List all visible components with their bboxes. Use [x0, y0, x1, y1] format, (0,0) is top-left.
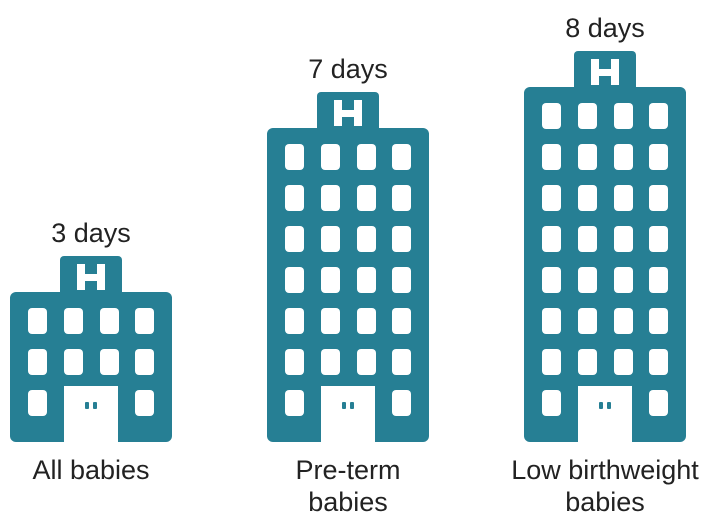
door	[64, 386, 118, 442]
h-sign	[77, 274, 105, 281]
window	[392, 349, 411, 375]
value-label: 7 days	[308, 54, 388, 84]
window	[392, 390, 411, 416]
window	[649, 267, 668, 293]
window	[321, 267, 340, 293]
window	[649, 185, 668, 211]
window	[578, 226, 597, 252]
window	[542, 103, 561, 129]
window	[100, 308, 119, 334]
value-label: 3 days	[51, 218, 131, 248]
window	[578, 308, 597, 334]
window	[357, 144, 376, 170]
window	[135, 390, 154, 416]
window	[135, 349, 154, 375]
window	[542, 308, 561, 334]
window	[285, 308, 304, 334]
window	[649, 349, 668, 375]
window	[285, 390, 304, 416]
window	[614, 226, 633, 252]
window	[578, 144, 597, 170]
chart: 3 days 7 days 8 days	[0, 0, 720, 518]
window	[285, 267, 304, 293]
window	[614, 308, 633, 334]
window	[357, 267, 376, 293]
door-knob	[350, 402, 354, 409]
h-sign	[591, 69, 619, 76]
door-knob	[85, 402, 89, 409]
window	[578, 267, 597, 293]
door-knob	[607, 402, 611, 409]
door	[578, 386, 632, 442]
window	[542, 144, 561, 170]
door-knob	[93, 402, 97, 409]
window	[614, 349, 633, 375]
window	[28, 308, 47, 334]
window	[64, 308, 83, 334]
window	[28, 390, 47, 416]
window	[649, 308, 668, 334]
window	[542, 226, 561, 252]
window	[649, 226, 668, 252]
window	[321, 226, 340, 252]
window	[357, 349, 376, 375]
window	[321, 349, 340, 375]
window	[392, 226, 411, 252]
category-label: All babies	[0, 454, 201, 486]
h-sign	[334, 110, 362, 117]
window	[542, 349, 561, 375]
window	[64, 349, 83, 375]
window	[100, 349, 119, 375]
infographic: 3 days 7 days 8 days All babies Pre-term ba…	[0, 0, 720, 518]
window	[542, 267, 561, 293]
window	[135, 308, 154, 334]
category-label: Low birthweight babies	[490, 454, 720, 518]
window	[392, 308, 411, 334]
window	[285, 226, 304, 252]
window	[357, 308, 376, 334]
window	[357, 226, 376, 252]
window	[321, 185, 340, 211]
window	[649, 144, 668, 170]
door	[321, 386, 375, 442]
window	[392, 185, 411, 211]
window	[321, 308, 340, 334]
window	[614, 103, 633, 129]
window	[285, 349, 304, 375]
door-knob	[599, 402, 603, 409]
window	[614, 185, 633, 211]
window	[392, 267, 411, 293]
door-knob	[342, 402, 346, 409]
window	[578, 349, 597, 375]
value-label: 8 days	[565, 13, 645, 43]
window	[285, 144, 304, 170]
window	[28, 349, 47, 375]
window	[542, 390, 561, 416]
window	[649, 103, 668, 129]
window	[357, 185, 376, 211]
window	[392, 144, 411, 170]
window	[578, 185, 597, 211]
window	[578, 103, 597, 129]
window	[321, 144, 340, 170]
window	[649, 390, 668, 416]
window	[542, 185, 561, 211]
window	[614, 144, 633, 170]
window	[285, 185, 304, 211]
category-label: Pre-term babies	[263, 454, 433, 518]
window	[614, 267, 633, 293]
